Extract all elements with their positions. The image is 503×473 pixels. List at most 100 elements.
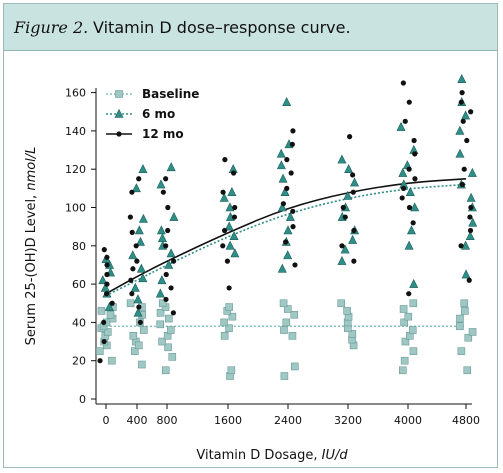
six-month-point [468, 217, 478, 227]
six-month-point [467, 167, 477, 177]
twelve-month-point [339, 243, 345, 249]
baseline-point [161, 366, 170, 375]
y-axis-label: Serum 25-(OH)D Level, nmol/L [24, 147, 39, 346]
baseline-point [288, 332, 297, 340]
baseline-point [158, 337, 166, 346]
x-tick-label: 400 [127, 414, 148, 427]
twelve-month-point [104, 254, 110, 260]
six-month-point [283, 250, 293, 260]
six-month-point [396, 121, 406, 131]
baseline-point [460, 299, 469, 308]
six-month-point [138, 273, 148, 283]
twelve-month-point [134, 258, 140, 264]
baseline-point [401, 337, 410, 346]
baseline-point [408, 326, 417, 334]
six-month-point [133, 294, 143, 304]
y-tick-label: 160 [65, 87, 86, 100]
figure-label: Figure 2. [14, 18, 89, 37]
twelve-month-point [340, 204, 346, 211]
six-month-point [133, 307, 143, 317]
six-month-point [285, 211, 295, 221]
six-month-point [455, 125, 465, 135]
six-month-point [277, 263, 287, 273]
six-month-point [219, 192, 229, 202]
twelve-month-point [283, 239, 289, 245]
twelve-month-point [103, 291, 110, 297]
baseline-point [164, 343, 172, 352]
baseline-point [280, 372, 289, 380]
y-axis-label-prefix: Serum 25-(OH)D Level, [24, 191, 39, 346]
twelve-month-point [461, 166, 467, 172]
baseline-point [279, 299, 288, 308]
six-month-point [398, 167, 408, 177]
six-month-point [128, 250, 138, 260]
twelve-month-point [459, 90, 465, 96]
twelve-month-point [342, 214, 348, 220]
legend-twelve-month-label: 12 mo [142, 127, 184, 141]
six-month-point [409, 278, 419, 288]
six-month-point [337, 255, 347, 265]
twelve-month-point [458, 99, 464, 105]
twelve-month-point [406, 204, 413, 211]
six-month-point [404, 240, 414, 250]
twelve-month-point [464, 137, 470, 144]
twelve-month-point [163, 271, 169, 278]
six-month-point [280, 187, 290, 196]
six-month-point [278, 173, 288, 183]
twelve-month-point [400, 185, 407, 191]
twelve-month-point [163, 176, 169, 182]
twelve-month-point [220, 243, 226, 249]
twelve-month-point [466, 277, 472, 283]
baseline-point [228, 312, 237, 321]
six-month-point [157, 232, 167, 242]
twelve-month-point [290, 128, 296, 134]
baseline-point [158, 299, 167, 308]
baseline-point [400, 356, 409, 365]
six-month-point [225, 240, 235, 250]
y-tick-label: 140 [65, 125, 86, 138]
baseline-point [220, 318, 228, 327]
baseline-point [280, 326, 288, 334]
twelve-month-point [458, 243, 464, 249]
baseline-point [337, 299, 346, 308]
twelve-month-point [163, 243, 169, 249]
twelve-month-point [104, 281, 110, 287]
six-month-point [406, 225, 416, 235]
six-month-point [164, 259, 174, 269]
twelve-month-point [231, 214, 238, 220]
six-month-fit-line [105, 183, 467, 297]
twelve-month-point [467, 227, 474, 234]
y-tick-label: 0 [79, 393, 86, 406]
twelve-month-point [165, 227, 171, 234]
six-month-point [155, 288, 165, 298]
x-tick-label: 4000 [394, 414, 422, 427]
six-month-point [135, 236, 145, 246]
figure-title-bar: Figure 2. Vitamin D dose–response curve. [4, 4, 497, 51]
twelve-month-point [410, 220, 416, 226]
six-month-point [276, 160, 286, 170]
twelve-month-point [127, 214, 133, 220]
y-tick-label: 40 [72, 316, 86, 329]
twelve-month-point [128, 277, 134, 283]
six-month-point [340, 244, 350, 254]
baseline-point [108, 356, 116, 365]
x-tick-label: 0 [103, 414, 110, 427]
baseline-point [409, 347, 418, 355]
six-month-point [104, 301, 114, 311]
legend-twelve-month-marker [116, 131, 122, 137]
twelve-month-point [137, 319, 143, 325]
six-month-point [350, 177, 360, 187]
six-month-point [465, 231, 475, 241]
baseline-point [456, 322, 464, 331]
baseline-point [165, 314, 173, 323]
baseline-point [103, 328, 112, 336]
y-tick-label: 120 [65, 163, 86, 176]
twelve-month-point [109, 300, 115, 306]
x-axis-label-prefix: Vitamin D Dosage, [196, 448, 321, 463]
baseline-point [468, 328, 477, 336]
baseline-point [129, 332, 138, 340]
twelve-month-point [136, 176, 142, 182]
twelve-month-point [280, 201, 286, 207]
baseline-point [400, 318, 408, 327]
